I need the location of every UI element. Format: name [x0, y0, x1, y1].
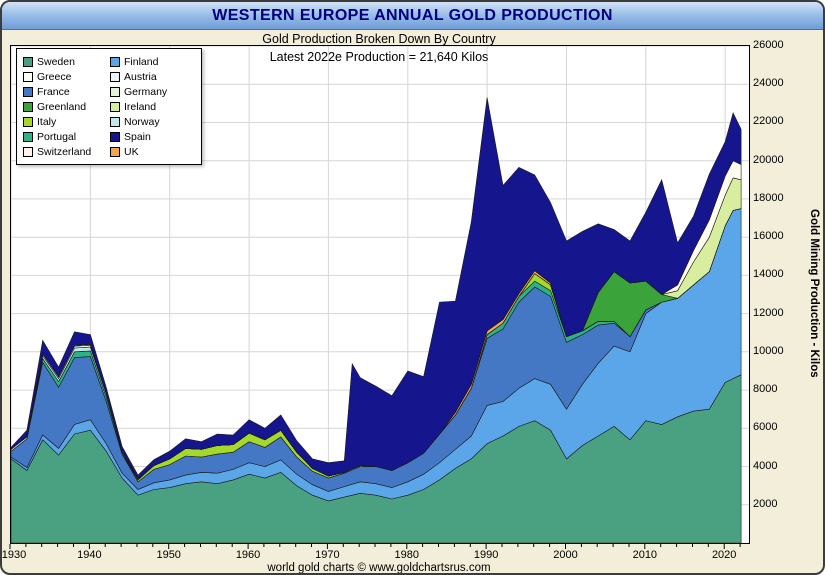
legend-label: France [37, 85, 70, 98]
y-axis-label: 22000 [753, 115, 784, 128]
legend-item-greece: Greece [23, 69, 108, 84]
y-axis-label: 2000 [753, 497, 778, 510]
y-axis-label: 12000 [753, 306, 784, 319]
area-spain [11, 97, 742, 480]
y-axis-label: 10000 [753, 344, 784, 357]
y-axis-label: 20000 [753, 153, 784, 166]
legend-label: Finland [124, 55, 159, 68]
legend-swatch [23, 101, 33, 112]
legend-item-greenland: Greenland [23, 99, 108, 114]
x-axis-label: 2020 [711, 549, 737, 561]
y-axis-label: 4000 [753, 459, 778, 472]
footer-credit: world gold charts © www.goldchartsrus.co… [267, 562, 491, 574]
x-axis-label: 1930 [1, 549, 27, 561]
legend-item-austria: Austria [110, 69, 195, 84]
legend-swatch [23, 71, 33, 82]
legend-swatch [110, 101, 120, 112]
legend-box: Sweden Greece France Greenland Italy Portugal… [16, 48, 202, 165]
legend-label: Portugal [37, 130, 77, 143]
x-axis-label: 1960 [235, 549, 261, 561]
chart-title: WESTERN EUROPE ANNUAL GOLD PRODUCTION [212, 6, 613, 24]
legend-item-uk: UK [110, 144, 195, 159]
legend-swatch [23, 56, 33, 67]
y-axis-label: 8000 [753, 383, 778, 396]
y-axis-title: Gold Mining Production - Kilos [808, 209, 820, 378]
legend-label: Italy [37, 115, 57, 128]
legend-label: Norway [124, 115, 160, 128]
legend-item-germany: Germany [110, 84, 195, 99]
plot-svg [11, 46, 749, 543]
legend-item-finland: Finland [110, 54, 195, 69]
y-axis-label: 14000 [753, 268, 784, 281]
y-axis-labels: 2000 4000 6000 8000 10000 12000 14000 16000 1800… [753, 30, 797, 573]
legend-swatch [23, 146, 33, 157]
x-axis-label: 1990 [473, 549, 499, 561]
x-axis-label: 2010 [632, 549, 658, 561]
legend-item-portugal: Portugal [23, 129, 108, 144]
legend-label: Greece [37, 70, 72, 83]
legend-swatch [110, 56, 120, 67]
legend-label: Sweden [37, 55, 75, 68]
chart-annotation: Latest 2022e Production = 21,640 Kilos [269, 50, 489, 64]
legend-item-sweden: Sweden [23, 54, 108, 69]
x-axis-ticks [9, 544, 741, 549]
y-axis-label: 18000 [753, 191, 784, 204]
x-axis-label: 1940 [77, 549, 102, 561]
plot-area [10, 45, 750, 544]
legend-swatch [110, 86, 120, 97]
legend-label: Ireland [124, 100, 157, 113]
legend-label: Greenland [37, 100, 87, 113]
title-bar: WESTERN EUROPE ANNUAL GOLD PRODUCTION [2, 2, 823, 30]
legend-swatch [23, 131, 33, 142]
legend-label: Spain [124, 130, 151, 143]
legend-swatch [23, 116, 33, 127]
legend-label: Switzerland [37, 145, 92, 158]
legend-label: Austria [124, 70, 157, 83]
y-axis-label: 16000 [753, 230, 784, 243]
y-axis-label: 6000 [753, 421, 778, 434]
legend-label: Germany [124, 85, 168, 98]
legend-item-norway: Norway [110, 114, 195, 129]
y-axis-label: 24000 [753, 77, 784, 90]
y-axis-label: 26000 [753, 39, 784, 51]
x-axis-label: 1970 [315, 549, 340, 561]
legend-swatch [110, 71, 120, 82]
x-axis-label: 2000 [553, 549, 578, 561]
legend-item-ireland: Ireland [110, 99, 195, 114]
x-axis-label: 1950 [156, 549, 181, 561]
x-axis-label: 1980 [394, 549, 419, 561]
legend-item-italy: Italy [23, 114, 108, 129]
legend-swatch [110, 146, 120, 157]
legend-swatch [110, 116, 120, 127]
chart-subtitle: Gold Production Broken Down By Country [262, 32, 496, 46]
legend-item-france: France [23, 84, 108, 99]
legend-swatch [110, 131, 120, 142]
legend-swatch [23, 86, 33, 97]
chart-area: Gold Production Broken Down By Country L… [2, 30, 823, 574]
legend-item-spain: Spain [110, 129, 195, 144]
x-axis-labels: 1930 1940 1950 1960 1970 1980 1990 2000 2010 2020 [2, 549, 792, 563]
legend-item-switzerland: Switzerland [23, 144, 108, 159]
legend-label: UK [124, 145, 139, 158]
